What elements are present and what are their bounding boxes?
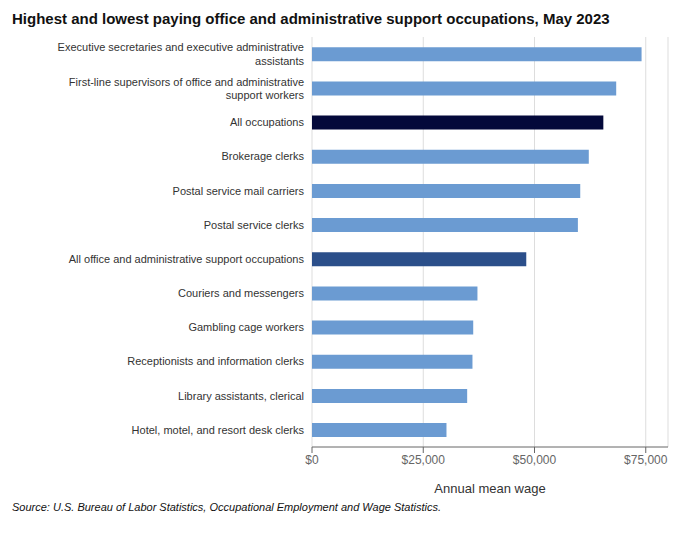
svg-text:All office and administrative: All office and administrative support oc… <box>69 253 305 265</box>
html-text:Highest and lowest paying offi: Highest and lowest paying office and adm… <box>12 10 610 27</box>
svg-text:Gambling cage workers: Gambling cage workers <box>188 321 304 333</box>
svg-text:$25,000: $25,000 <box>402 453 446 467</box>
svg-text:All occupations: All occupations <box>230 116 304 128</box>
svg-text:First-line supervisors of offi: First-line supervisors of office and adm… <box>69 76 305 101</box>
svg-text:Executive secretaries and exec: Executive secretaries and executive admi… <box>58 41 305 66</box>
svg-text:Brokerage clerks: Brokerage clerks <box>221 150 304 162</box>
svg-text:$75,000: $75,000 <box>624 453 668 467</box>
svg-text:Receptionists and information: Receptionists and information clerks <box>127 355 304 367</box>
svg-text:$0: $0 <box>305 453 319 467</box>
svg-text:Hotel, motel, and resort desk: Hotel, motel, and resort desk clerks <box>132 424 305 436</box>
html-text:Source: U.S. Bureau of Labor S: Source: U.S. Bureau of Labor Statistics,… <box>12 501 441 513</box>
svg-text:Postal service mail carriers: Postal service mail carriers <box>173 185 305 197</box>
svg-text:Couriers and messengers: Couriers and messengers <box>178 287 304 299</box>
svg-text:$50,000: $50,000 <box>513 453 557 467</box>
svg-text:Library assistants, clerical: Library assistants, clerical <box>178 390 304 402</box>
svg-text:Postal service clerks: Postal service clerks <box>204 219 305 231</box>
svg-text:Annual mean wage: Annual mean wage <box>434 481 545 496</box>
